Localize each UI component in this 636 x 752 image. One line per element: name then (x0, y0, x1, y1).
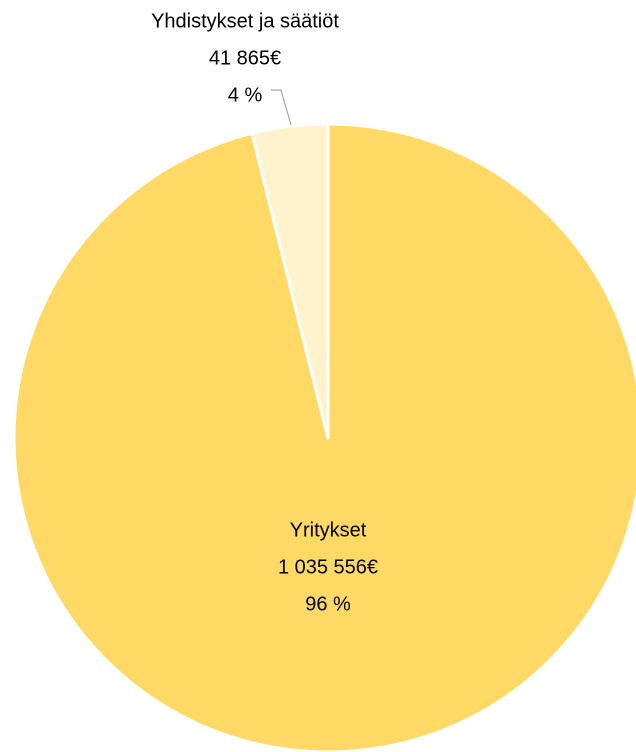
category-label: Yritykset (290, 519, 367, 541)
category-label: Yhdistykset ja säätiöt (151, 10, 339, 32)
pie-slice (12, 122, 636, 752)
label-group: Yritykset 1 035 556€ 96 % (278, 519, 378, 615)
label-group: Yhdistykset ja säätiöt 41 865€ 4 % (151, 10, 339, 126)
pie-slice (250, 122, 330, 440)
slices (12, 122, 636, 752)
percent-label: 96 % (305, 593, 351, 615)
leader-line (271, 89, 292, 126)
value-label: 1 035 556€ (278, 556, 378, 578)
percent-label: 4 % (228, 84, 263, 106)
value-label: 41 865€ (209, 47, 281, 69)
